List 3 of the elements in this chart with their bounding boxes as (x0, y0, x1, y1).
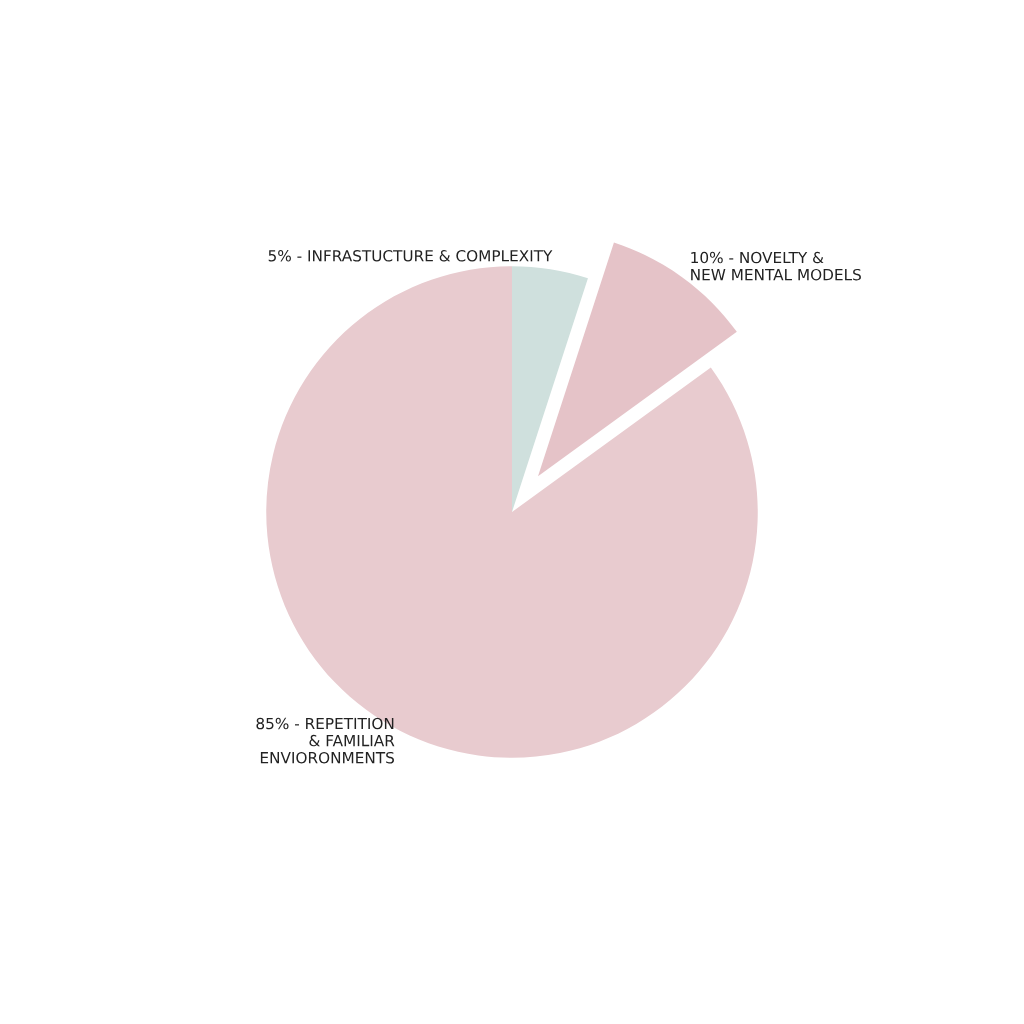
slice-label: 10% - NOVELTY & NEW MENTAL MODELS (691, 251, 861, 281)
slice-label: 5% - INFRASTUCTURE & COMPLEXITY (268, 250, 553, 262)
slice-label: 85% - REPETITION & FAMILIAR ENVIORONMENTS (256, 717, 395, 764)
